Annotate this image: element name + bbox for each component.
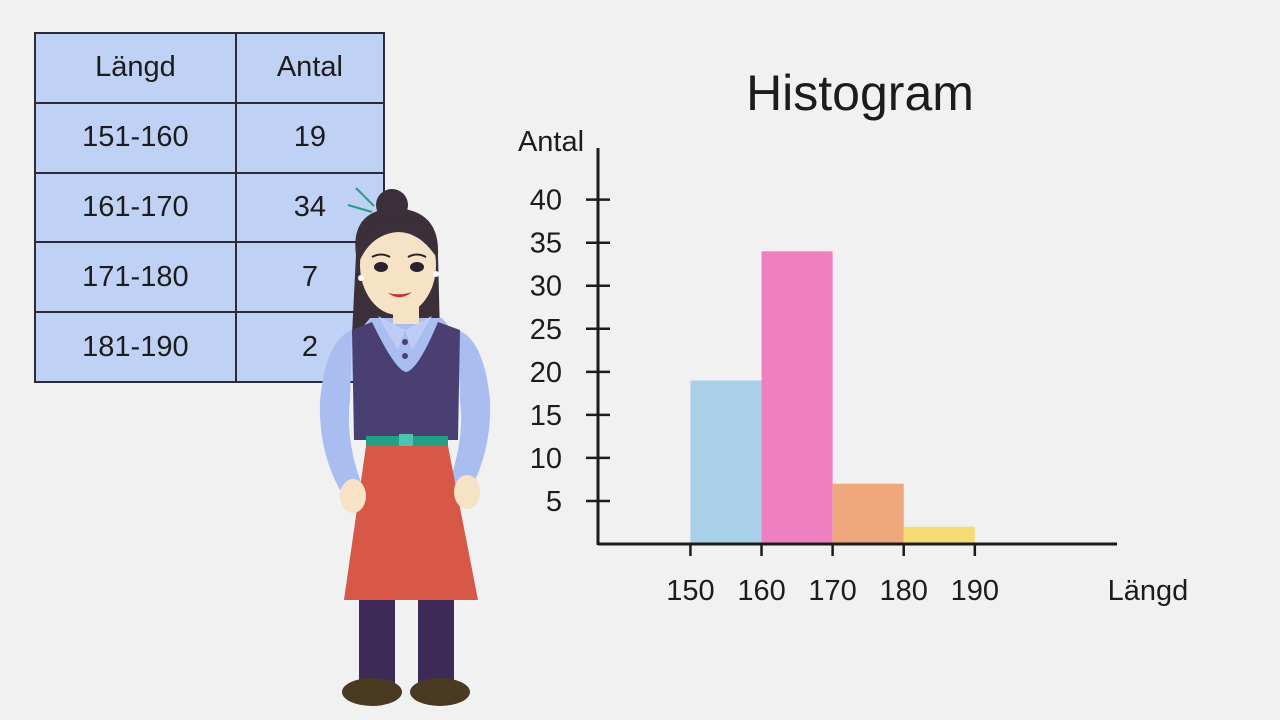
y-tick-label: 35 <box>530 228 562 260</box>
y-tick-label: 30 <box>530 271 562 303</box>
y-tick-label: 25 <box>530 314 562 346</box>
x-tick-label: 180 <box>880 575 928 607</box>
x-ticks-group: 150 160 170 180 190 <box>666 544 999 607</box>
table-cell-count: 19 <box>234 101 386 174</box>
column-header-antal: Antal <box>234 32 386 104</box>
histogram-bar-1 <box>690 380 762 544</box>
frequency-table: Längd Antal 151-160 19 161-170 34 171-18… <box>34 32 386 383</box>
y-ticks-group: 5 10 15 20 25 30 35 40 <box>530 185 610 518</box>
table-row: 161-170 34 <box>34 171 386 244</box>
y-tick-label: 15 <box>530 400 562 432</box>
table-cell-interval: 171-180 <box>34 241 237 314</box>
x-tick-label: 150 <box>666 575 714 607</box>
histogram-bar-3 <box>832 483 904 544</box>
table-cell-interval: 151-160 <box>34 101 237 174</box>
y-tick-label: 20 <box>530 357 562 389</box>
x-tick-label: 190 <box>951 575 999 607</box>
x-axis-label: Längd <box>1108 575 1189 607</box>
table-header-row: Längd Antal <box>34 32 386 104</box>
histogram-bar-4 <box>903 526 975 544</box>
y-tick-label: 10 <box>530 443 562 475</box>
table-cell-interval: 181-190 <box>34 311 237 383</box>
table-row: 151-160 19 <box>34 101 386 174</box>
y-tick-label: 5 <box>546 486 562 518</box>
column-header-langd: Längd <box>34 32 237 104</box>
y-axis-label: Antal <box>518 126 584 158</box>
x-tick-label: 160 <box>737 575 785 607</box>
histogram-bar-2 <box>761 251 833 544</box>
x-tick-label: 170 <box>808 575 856 607</box>
y-tick-label: 40 <box>530 185 562 217</box>
table-cell-interval: 161-170 <box>34 171 237 244</box>
chart-title: Histogram <box>746 65 974 121</box>
bars-group <box>690 251 975 544</box>
